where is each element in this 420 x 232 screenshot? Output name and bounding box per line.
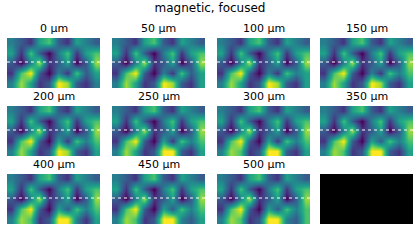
svg-text:magnetic, focused: magnetic, focused [155,1,266,15]
svg-text:450 μm: 450 μm [138,158,180,171]
svg-text:300 μm: 300 μm [243,90,285,103]
svg-text:350 μm: 350 μm [346,90,388,103]
svg-text:400 μm: 400 μm [33,158,75,171]
svg-text:100 μm: 100 μm [243,22,285,35]
svg-text:200 μm: 200 μm [33,90,75,103]
svg-text:500 μm: 500 μm [243,158,285,171]
svg-text:250 μm: 250 μm [138,90,180,103]
svg-text:150 μm: 150 μm [346,22,388,35]
svg-text:50 μm: 50 μm [141,22,176,35]
svg-text:0 μm: 0 μm [40,22,68,35]
